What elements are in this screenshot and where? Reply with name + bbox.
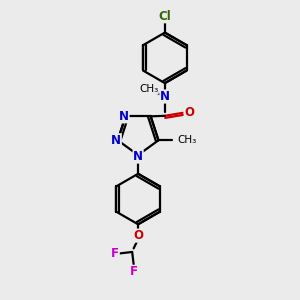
Text: N: N	[160, 90, 170, 103]
Text: O: O	[184, 106, 194, 119]
Text: N: N	[111, 134, 121, 147]
Text: F: F	[111, 247, 119, 260]
Text: CH₃: CH₃	[177, 135, 196, 145]
Text: N: N	[119, 110, 129, 123]
Text: N: N	[133, 150, 143, 163]
Text: CH₃: CH₃	[139, 84, 158, 94]
Text: Cl: Cl	[158, 10, 171, 23]
Text: F: F	[130, 266, 138, 278]
Text: O: O	[133, 229, 143, 242]
